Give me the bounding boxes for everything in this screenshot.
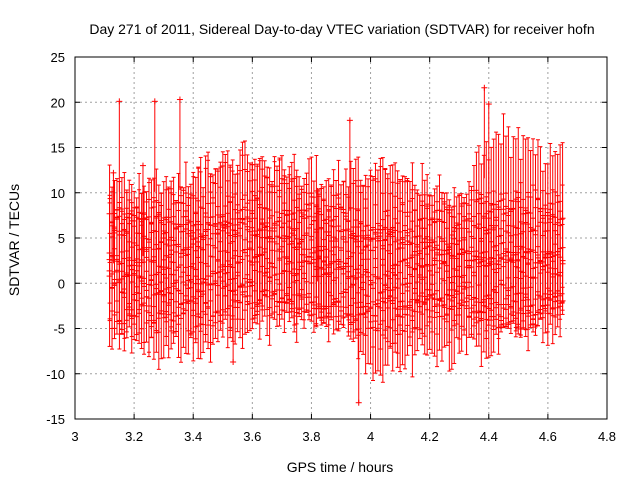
y-tick-label: 25 xyxy=(51,50,65,65)
outlier-points xyxy=(110,84,492,406)
x-tick-label: 4.6 xyxy=(539,429,557,444)
x-tick-label: 4.4 xyxy=(480,429,498,444)
x-tick-label: 4 xyxy=(367,429,374,444)
series-track-5 xyxy=(106,177,566,344)
y-tick-label: -10 xyxy=(46,367,65,382)
y-tick-label: 10 xyxy=(51,186,65,201)
data-series xyxy=(106,84,566,406)
chart-title: Day 271 of 2011, Sidereal Day-to-day VTE… xyxy=(89,21,594,37)
y-tick-label: 0 xyxy=(58,276,65,291)
x-tick-label: 3 xyxy=(71,429,78,444)
x-tick-label: 3.4 xyxy=(184,429,202,444)
y-axis-label: SDTVAR / TECUs xyxy=(6,184,22,296)
y-tick-label: 20 xyxy=(51,95,65,110)
y-tick-label: -5 xyxy=(53,322,65,337)
x-tick-label: 3.6 xyxy=(243,429,261,444)
y-tick-label: 15 xyxy=(51,141,65,156)
plot-frame xyxy=(74,56,608,420)
x-axis-label: GPS time / hours xyxy=(287,459,394,475)
x-tick-label: 4.8 xyxy=(598,429,616,444)
x-tick-label: 3.2 xyxy=(125,429,143,444)
x-tick-label: 4.2 xyxy=(421,429,439,444)
y-tick-label: -15 xyxy=(46,412,65,427)
axis-ticks: 3 3.2 3.4 3.6 3.8 4 4.2 4.4 4.6 4.8 -15 -10 -5 0 5 10 15… xyxy=(46,50,616,444)
x-tick-label: 3.8 xyxy=(302,429,320,444)
y-tick-label: 5 xyxy=(58,231,65,246)
